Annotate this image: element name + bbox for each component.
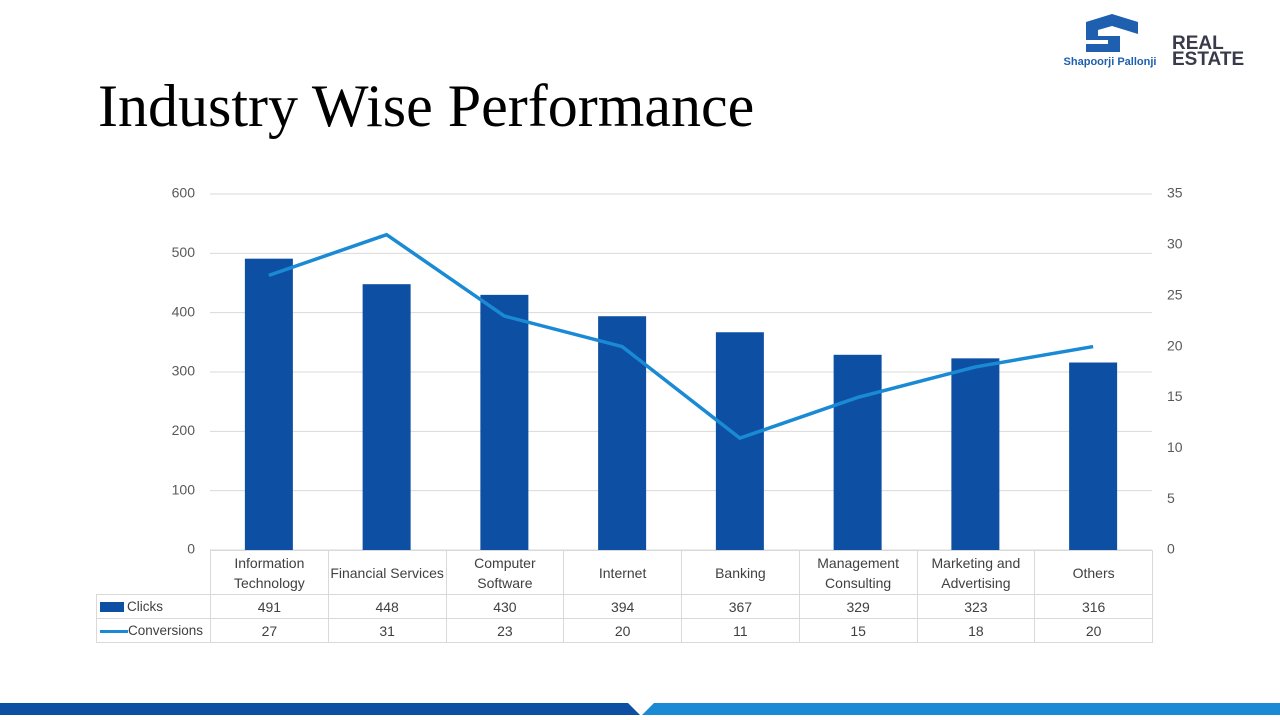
table-row: Conversions 27 31 23 20 11 15 18 20	[96, 618, 1153, 643]
value-label: 31	[327, 618, 447, 643]
category-label: Marketing and Advertising	[916, 550, 1036, 595]
footer-bar	[0, 703, 640, 715]
y2-tick-label: 15	[1167, 388, 1183, 404]
legend-label: Clicks	[127, 599, 163, 614]
category-label: Information Technology	[210, 550, 329, 595]
category-label: Banking	[681, 550, 800, 595]
y2-tick-label: 25	[1167, 286, 1183, 302]
legend-label: Conversions	[128, 623, 204, 638]
category-label: Management Consulting	[798, 550, 918, 595]
value-label: 23	[445, 618, 565, 643]
y-tick-label: 300	[172, 363, 196, 379]
y2-tick-label: 20	[1167, 337, 1183, 353]
legend-swatch	[100, 629, 128, 633]
category-label: Computer Software	[445, 550, 565, 595]
y-tick-label: 200	[172, 422, 196, 438]
logo-mark	[1086, 14, 1138, 52]
legend-swatch	[100, 602, 124, 613]
bar	[244, 258, 293, 550]
value-label: 27	[210, 618, 329, 643]
y2-tick-label: 35	[1167, 185, 1183, 201]
category-label: Financial Services	[327, 550, 447, 595]
y2-tick-label: 10	[1167, 439, 1183, 455]
value-label: 20	[1034, 618, 1153, 643]
legend-entry: Clicks	[96, 594, 211, 619]
table-row: Clicks 491 448 430 394 367 329 323 316	[96, 594, 1153, 619]
value-label: 316	[1034, 594, 1153, 619]
legend-entry: Conversions	[96, 618, 211, 643]
value-label: 367	[681, 594, 800, 619]
value-label: 430	[445, 594, 565, 619]
logo-text: REAL	[1172, 33, 1224, 54]
logo-text: ESTATE	[1172, 49, 1244, 70]
bar	[715, 332, 764, 550]
y2-tick-label: 30	[1167, 236, 1183, 252]
table-row: Information Technology Financial Services…	[96, 550, 1153, 595]
table-cell	[96, 550, 211, 595]
value-label: 448	[327, 594, 447, 619]
value-label: 394	[563, 594, 682, 619]
bar	[833, 354, 882, 550]
bar	[362, 284, 411, 550]
value-label: 15	[798, 618, 918, 643]
bar	[480, 294, 529, 550]
y-tick-label: 400	[172, 303, 196, 319]
y-tick-label: 0	[187, 541, 195, 557]
bar	[1069, 362, 1118, 550]
y2-tick-label: 5	[1167, 490, 1175, 506]
value-label: 491	[210, 594, 329, 619]
logo-name: Shapoorji Pallonji	[1064, 56, 1157, 68]
bar	[598, 316, 647, 550]
category-label: Internet	[563, 550, 682, 595]
value-label: 18	[916, 618, 1036, 643]
y2-tick-label: 0	[1167, 541, 1175, 557]
value-label: 329	[798, 594, 918, 619]
value-label: 20	[563, 618, 682, 643]
slide-title: Industry Wise Performance	[98, 73, 755, 139]
y-tick-label: 100	[172, 481, 196, 497]
y-tick-label: 600	[172, 185, 196, 201]
data-table: Information Technology Financial Services…	[96, 550, 1153, 643]
logo: Shapoorji Pallonji REAL ESTATE	[1064, 14, 1244, 70]
bar	[951, 358, 1000, 550]
category-label: Others	[1034, 550, 1153, 595]
line	[268, 232, 1094, 441]
footer-bar	[642, 703, 1280, 715]
y-tick-label: 500	[172, 244, 196, 260]
value-label: 11	[681, 618, 800, 643]
value-label: 323	[916, 594, 1036, 619]
